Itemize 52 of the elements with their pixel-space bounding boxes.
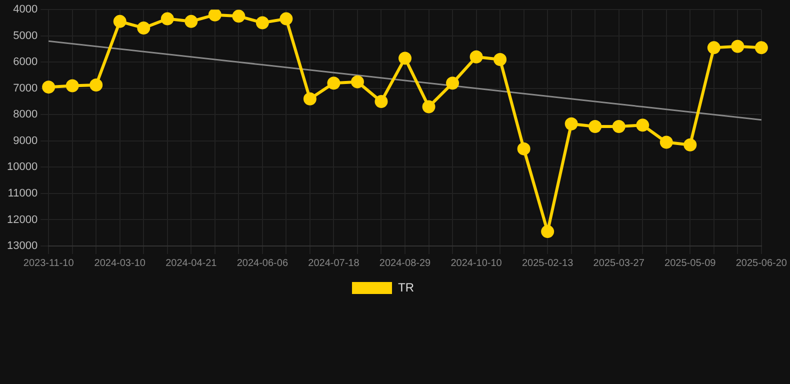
point: [232, 10, 246, 23]
point: [612, 120, 626, 133]
point: [754, 41, 768, 54]
point: [256, 16, 269, 30]
x-tick-label: 2024-04-21: [166, 258, 218, 269]
point: [660, 136, 673, 149]
point: [327, 76, 340, 90]
point: [160, 12, 174, 26]
point: [636, 118, 650, 132]
point: [350, 75, 364, 88]
point: [541, 225, 554, 238]
x-tick-label: 2024-08-29: [379, 258, 432, 269]
y-tick-label: 10000: [6, 161, 38, 174]
x-tick-label: 2025-03-27: [593, 258, 645, 269]
y-tick-label: 11000: [8, 188, 38, 200]
x-tick-label: 2024-06-06: [236, 258, 288, 269]
x-tick-label: 2024-07-18: [308, 258, 360, 269]
legend-label: TR: [398, 280, 414, 294]
point: [446, 76, 460, 90]
point: [517, 142, 530, 156]
y-tick-label: 7000: [13, 82, 38, 94]
point: [494, 53, 507, 66]
x-tick-label: 2023-11-10: [23, 258, 74, 269]
point: [208, 10, 222, 22]
point: [422, 100, 436, 114]
point: [90, 78, 103, 92]
y-tick-label: 8000: [13, 108, 38, 121]
point: [588, 120, 602, 133]
y-tick-label: 9000: [13, 134, 38, 147]
point: [684, 138, 697, 152]
point: [113, 14, 126, 28]
x-tick-label: 2024-10-10: [450, 258, 502, 269]
point: [374, 95, 388, 108]
point: [707, 41, 720, 54]
point: [66, 79, 79, 92]
y-tick-label: 13000: [6, 240, 38, 252]
y-tick-label: 6000: [13, 56, 38, 68]
x-tick-label: 2025-05-09: [664, 258, 716, 269]
x-tick-label: 2025-06-20: [736, 258, 788, 269]
x-tick-label: 2024-03-10: [94, 258, 146, 269]
point: [184, 14, 198, 28]
y-tick-label: 4000: [13, 4, 38, 16]
point: [398, 52, 412, 65]
y-tick-label: 12000: [6, 214, 38, 226]
point: [731, 40, 744, 53]
y-tick-label: 5000: [13, 30, 38, 42]
point: [564, 117, 578, 130]
point: [470, 50, 483, 64]
point: [280, 12, 293, 26]
point: [303, 92, 316, 106]
point: [137, 21, 150, 34]
x-tick-label: 2025-02-13: [522, 258, 574, 269]
